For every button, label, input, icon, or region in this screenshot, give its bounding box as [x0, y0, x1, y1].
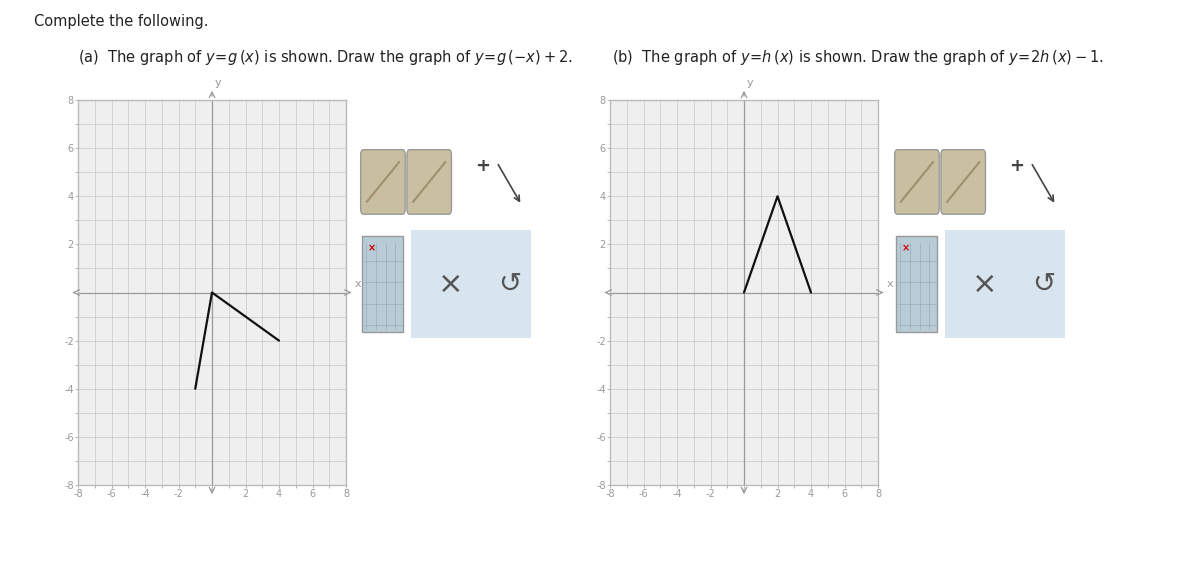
FancyBboxPatch shape	[896, 236, 937, 332]
FancyBboxPatch shape	[895, 150, 940, 214]
Text: ×: ×	[901, 244, 910, 253]
Text: x: x	[887, 279, 893, 289]
Text: ×: ×	[367, 244, 376, 253]
Text: ↺: ↺	[1032, 270, 1055, 298]
Text: ↺: ↺	[498, 270, 521, 298]
Text: y: y	[746, 78, 754, 88]
Text: ×: ×	[972, 270, 997, 299]
FancyBboxPatch shape	[412, 230, 530, 338]
Text: Complete the following.: Complete the following.	[34, 14, 208, 29]
Text: (a)  The graph of $y\!=\!g\,(x)$ is shown. Draw the graph of $y\!=\!g\,(-x)+2$.: (a) The graph of $y\!=\!g\,(x)$ is shown…	[78, 48, 572, 67]
Text: +: +	[1009, 157, 1024, 175]
Text: +: +	[475, 157, 490, 175]
FancyBboxPatch shape	[946, 230, 1064, 338]
FancyBboxPatch shape	[361, 150, 406, 214]
FancyBboxPatch shape	[941, 150, 985, 214]
FancyBboxPatch shape	[407, 150, 451, 214]
Text: y: y	[215, 78, 221, 88]
Text: (b)  The graph of $y\!=\!h\,(x)$ is shown. Draw the graph of $y\!=\!2h\,(x)-1$.: (b) The graph of $y\!=\!h\,(x)$ is shown…	[612, 48, 1104, 67]
FancyBboxPatch shape	[362, 236, 403, 332]
Text: x: x	[354, 279, 361, 289]
Text: ×: ×	[438, 270, 463, 299]
